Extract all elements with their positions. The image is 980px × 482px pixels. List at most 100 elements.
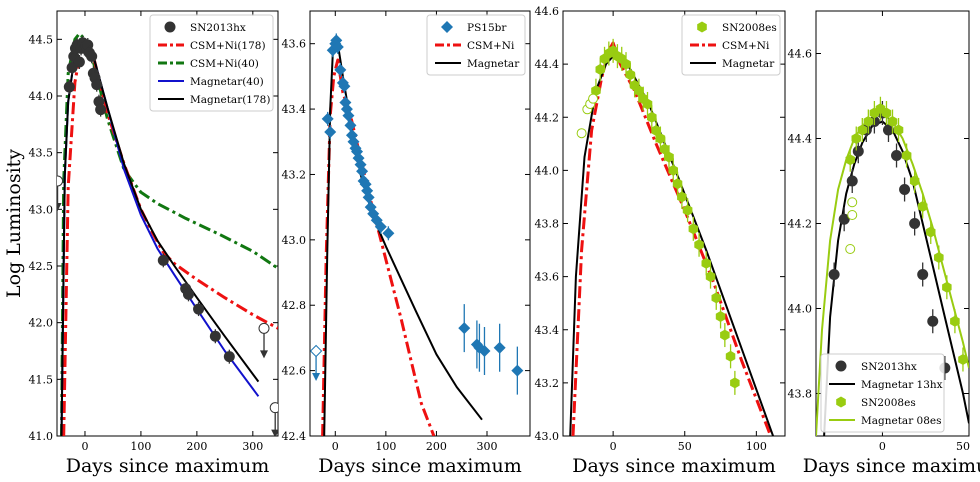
data-point bbox=[715, 311, 726, 322]
data-point bbox=[730, 377, 740, 389]
data-point bbox=[338, 80, 351, 93]
legend-label: SN2008es bbox=[722, 22, 777, 34]
data-point bbox=[621, 58, 631, 70]
data-point bbox=[458, 322, 471, 335]
legend: SN2008es CSM+Ni Magnetar bbox=[681, 14, 781, 76]
data-point bbox=[893, 124, 904, 136]
y-tick-label: 44.4 bbox=[788, 133, 813, 146]
upper-limit-marker bbox=[269, 402, 278, 414]
y-tick-label: 43.2 bbox=[535, 377, 560, 390]
data-point bbox=[362, 191, 375, 204]
x-tick-label: 100 bbox=[375, 440, 396, 453]
y-tick-label: 42.8 bbox=[282, 299, 307, 312]
data-point bbox=[927, 315, 939, 327]
data-point bbox=[382, 227, 395, 240]
x-tick-label: 100 bbox=[130, 440, 151, 453]
legend-label: Magnetar(40) bbox=[190, 76, 264, 88]
y-tick-label: 43.4 bbox=[282, 103, 307, 116]
panel-2: 42.4 42.6 42.8 43.0 43.2 43.4 43.6 0 100 200 300 Da… bbox=[282, 10, 531, 477]
x-tick-label: 200 bbox=[426, 440, 447, 453]
y-tick-label: 44.4 bbox=[535, 58, 560, 71]
legend-label: CSM+Ni(40) bbox=[190, 58, 259, 70]
x-tick-label: 0 bbox=[332, 440, 339, 453]
legend-marker bbox=[835, 360, 847, 372]
x-tick-label: 300 bbox=[242, 440, 263, 453]
legend-marker bbox=[836, 396, 846, 408]
data-point bbox=[655, 133, 666, 144]
data-point bbox=[881, 107, 892, 119]
y-tick-label: 44.6 bbox=[788, 48, 813, 61]
legend-marker bbox=[441, 21, 453, 33]
data-point bbox=[705, 271, 716, 283]
data-point bbox=[63, 81, 75, 93]
y-tick-label: 43.0 bbox=[535, 430, 560, 443]
legend-label: Magnetar 08es bbox=[861, 415, 942, 427]
data-point bbox=[701, 257, 711, 269]
legend: PS15br CSM+Ni Magnetar bbox=[426, 14, 526, 76]
data-point bbox=[342, 109, 355, 122]
legend-label: SN2013hx bbox=[190, 22, 246, 34]
x-tick-label: 0 bbox=[81, 440, 88, 453]
data-point bbox=[909, 175, 920, 187]
x-tick-label: 0 bbox=[879, 440, 886, 453]
series-line-magnetar bbox=[323, 36, 483, 436]
data-point bbox=[334, 63, 347, 76]
plot-area bbox=[57, 32, 278, 436]
legend-box bbox=[426, 14, 526, 76]
y-tick-label: 44.2 bbox=[788, 218, 813, 231]
y-tick-label: 43.8 bbox=[788, 388, 813, 401]
panel-1: 41.0 41.5 42.0 42.5 43.0 43.5 44.0 44.5 0 100 200 3… bbox=[3, 10, 279, 477]
x-tick-label: 50 bbox=[678, 440, 692, 453]
upper-limit-arrowhead bbox=[312, 373, 321, 381]
open-data-point bbox=[845, 244, 856, 254]
y-tick-label: 43.5 bbox=[29, 147, 54, 160]
legend-box bbox=[820, 353, 945, 433]
data-point bbox=[591, 85, 601, 97]
series-line-csm-ni bbox=[321, 58, 436, 436]
x-axis-label: Days since maximum bbox=[803, 455, 980, 477]
data-point bbox=[677, 191, 687, 203]
y-tick-label: 44.2 bbox=[535, 111, 560, 124]
series-line-csm-ni-40- bbox=[60, 32, 278, 436]
axes-frame bbox=[56, 10, 279, 437]
panel-4: 43.8 44.0 44.2 44.4 44.6 0 50 Days since maximu… bbox=[788, 10, 980, 477]
y-tick-label: 43.8 bbox=[535, 218, 560, 231]
data-point bbox=[899, 184, 911, 195]
y-axis-label: Log Luminosity bbox=[3, 149, 25, 298]
upper-limit-marker bbox=[310, 344, 323, 358]
legend-label: PS15br bbox=[467, 22, 507, 34]
x-tick-label: 100 bbox=[746, 440, 767, 453]
data-point bbox=[642, 98, 653, 110]
data-point bbox=[478, 345, 491, 357]
data-point bbox=[91, 79, 103, 91]
data-point bbox=[664, 151, 674, 163]
x-tick-label: 0 bbox=[610, 440, 617, 453]
legend-label: Magnetar bbox=[722, 58, 775, 70]
y-tick-label: 43.4 bbox=[535, 324, 560, 337]
data-point bbox=[86, 50, 98, 62]
data-point bbox=[917, 201, 928, 212]
y-tick-label: 42.6 bbox=[282, 365, 307, 378]
data-point bbox=[694, 239, 704, 251]
data-point bbox=[668, 164, 678, 176]
y-tick-label: 41.5 bbox=[29, 373, 54, 386]
upper-limit-arrowhead bbox=[271, 429, 278, 436]
data-point bbox=[672, 178, 683, 190]
data-point bbox=[725, 350, 736, 362]
y-tick-label: 44.0 bbox=[535, 164, 560, 177]
x-tick-label: 50 bbox=[956, 440, 970, 453]
data-point bbox=[901, 150, 912, 161]
data-point bbox=[891, 150, 903, 161]
y-tick-label: 42.4 bbox=[282, 430, 307, 443]
upper-limit-arrowhead bbox=[57, 203, 62, 211]
data-point bbox=[511, 364, 524, 377]
data-point bbox=[625, 69, 636, 81]
panel-3: 43.0 43.2 43.4 43.6 43.8 44.0 44.2 44.4 44.6 0 50 1… bbox=[535, 5, 786, 477]
data-point bbox=[356, 165, 369, 178]
data-point bbox=[882, 124, 894, 136]
plot-area bbox=[310, 33, 524, 436]
data-point bbox=[851, 133, 861, 144]
upper-limit-marker bbox=[258, 322, 270, 334]
data-point bbox=[209, 330, 221, 342]
data-point bbox=[647, 111, 657, 123]
